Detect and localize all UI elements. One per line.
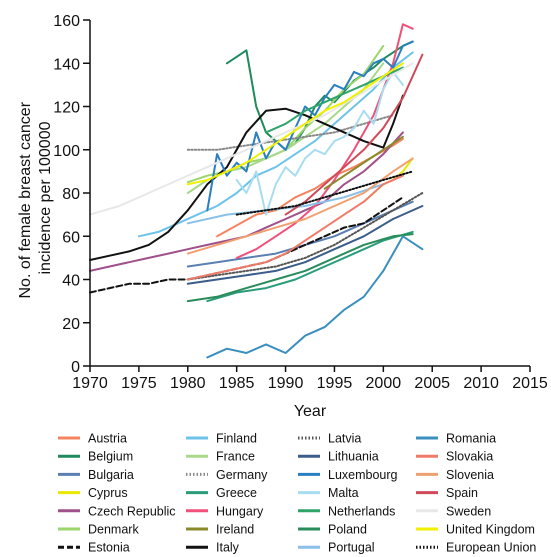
series-line-european-union: [235, 170, 414, 216]
legend-label: Cyprus: [88, 486, 128, 500]
plot-lines: [89, 23, 424, 359]
legend-label: European Union: [446, 541, 536, 555]
legend-label: Luxembourg: [328, 468, 398, 482]
x-tick-label: 1970: [72, 375, 108, 392]
x-tick-label: 2015: [512, 375, 548, 392]
series-line-slovenia: [186, 157, 414, 255]
series-line-poland: [186, 233, 414, 303]
series-line-luxembourg: [206, 40, 414, 212]
series-line-italy: [89, 94, 404, 261]
y-tick-label: 160: [53, 13, 80, 30]
y-tick-label: 80: [62, 186, 80, 203]
legend-label: Bulgaria: [88, 468, 134, 482]
legend-label: Romania: [446, 432, 496, 446]
y-tick-label: 120: [53, 100, 80, 117]
x-tick-label: 2005: [414, 375, 450, 392]
y-axis-title-line-2: incidence per 100000: [37, 121, 54, 274]
legend-label: Belgium: [88, 450, 133, 464]
legend-label: Germany: [216, 468, 268, 482]
legend-label: Austria: [88, 432, 127, 446]
y-tick-label: 100: [53, 143, 80, 160]
x-axis-title: Year: [294, 403, 327, 420]
series-line-united-kingdom: [186, 62, 404, 186]
legend-label: Estonia: [88, 541, 130, 555]
legend-label: Netherlands: [328, 504, 395, 518]
legend-label: Denmark: [88, 523, 139, 537]
legend-label: United Kingdom: [446, 523, 535, 537]
legend: Austria Belgium Bulgaria Cyprus Czech Republ…: [58, 432, 536, 555]
legend-label: Italy: [216, 541, 240, 555]
legend-label: Slovakia: [446, 450, 493, 464]
legend-label: Lithuania: [328, 450, 379, 464]
series-line-malta: [235, 70, 404, 216]
legend-label: Finland: [216, 432, 257, 446]
ticks: 0 20 40 60 80 100 120 140 160 1970 1975 1980 1985 199…: [53, 13, 548, 392]
series-line-lithuania: [186, 205, 424, 285]
x-tick-label: 1985: [219, 375, 255, 392]
legend-label: France: [216, 450, 255, 464]
series-line-belgium: [225, 40, 414, 151]
series-line-romania: [206, 235, 424, 359]
y-axis-title-line-1: No. of female breast cancer: [17, 101, 34, 298]
series-line-latvia: [186, 192, 424, 281]
series-line-finland: [137, 51, 414, 238]
legend-label: Malta: [328, 486, 359, 500]
y-axis-title: No. of female breast cancer incidence pe…: [17, 98, 54, 299]
series-line-hungary: [235, 23, 414, 259]
legend-label: Sweden: [446, 504, 491, 518]
axes: [89, 20, 530, 367]
x-tick-label: 1980: [170, 375, 206, 392]
x-tick-label: 1975: [121, 375, 157, 392]
x-tick-label: 1995: [317, 375, 353, 392]
y-tick-label: 20: [62, 316, 80, 333]
legend-label: Slovenia: [446, 468, 494, 482]
x-tick-label: 1990: [268, 375, 304, 392]
y-tick-label: 140: [53, 56, 80, 73]
legend-label: Greece: [216, 486, 257, 500]
series-line-ireland: [323, 135, 404, 190]
series-line-spain: [284, 53, 424, 216]
legend-label: Spain: [446, 486, 478, 500]
legend-label: Portugal: [328, 541, 375, 555]
x-tick-label: 2010: [463, 375, 499, 392]
legend-label: Poland: [328, 523, 367, 537]
legend-label: Czech Republic: [88, 504, 176, 518]
series-line-sweden: [89, 62, 414, 216]
legend-label: Ireland: [216, 523, 254, 537]
y-tick-label: 0: [71, 359, 80, 376]
series-line-czech-republic: [89, 131, 404, 272]
legend-label: Latvia: [328, 432, 361, 446]
legend-label: Hungary: [216, 504, 264, 518]
x-tick-label: 2000: [366, 375, 402, 392]
y-tick-label: 40: [62, 273, 80, 290]
y-tick-label: 60: [62, 229, 80, 246]
series-line-greece: [206, 230, 414, 303]
series-line-slovakia: [186, 174, 404, 281]
